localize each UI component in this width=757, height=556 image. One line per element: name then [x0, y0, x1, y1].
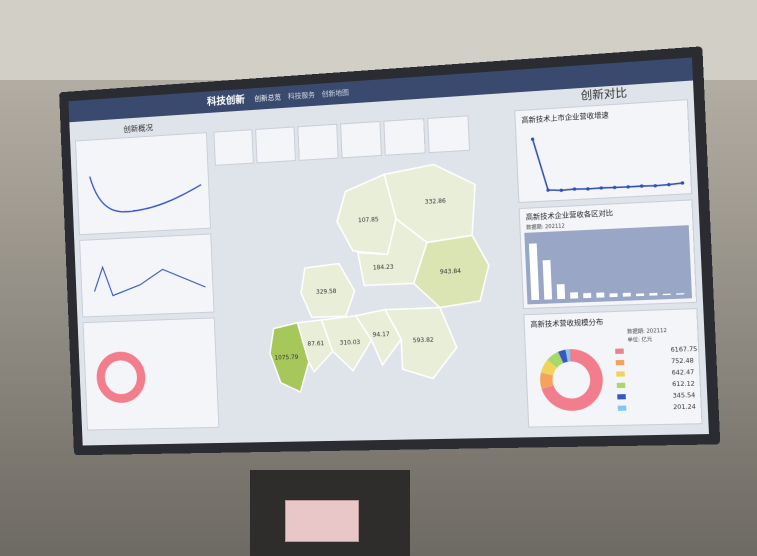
period: 数据期: 202112 [627, 327, 667, 336]
map-region [355, 309, 402, 365]
monitor: 科技创新 创新总览 科技服务 创新地图 创新概况 创新对比 332.86 107.… [59, 46, 721, 456]
period: 数据期: 202112 [526, 222, 565, 231]
chart-title: 高新技术营收规模分布 [530, 317, 603, 329]
region-value: 310.03 [340, 340, 361, 347]
map-region [269, 322, 310, 392]
unit: 单位: 亿元 [627, 336, 652, 344]
screen: 科技创新 创新总览 科技服务 创新地图 创新概况 创新对比 332.86 107.… [68, 57, 709, 446]
nameplate [285, 500, 359, 542]
region-value: 87.61 [307, 341, 324, 348]
left-panels [76, 133, 219, 430]
region-value: 329.58 [316, 289, 337, 296]
map-region [412, 235, 491, 309]
tab[interactable]: 科技服务 [288, 90, 316, 101]
legend-swatch [616, 382, 626, 389]
chart-bg [524, 225, 693, 305]
legend-value: 752.48 [671, 358, 694, 365]
legend-swatch [616, 371, 625, 377]
bar [583, 292, 592, 299]
region-value: 184.23 [373, 265, 394, 272]
region-value: 107.85 [358, 217, 379, 224]
map-region [335, 174, 398, 257]
right-title: 创新对比 [580, 86, 627, 103]
map-region [384, 162, 478, 244]
tab[interactable]: 创新地图 [322, 87, 350, 98]
region-value: 1075.79 [274, 355, 298, 362]
region-value: 943.84 [440, 269, 462, 276]
legend-swatch [617, 394, 626, 400]
legend-value: 345.54 [673, 393, 696, 400]
left-title: 创新概况 [123, 122, 153, 134]
brand: 科技创新 [207, 93, 246, 109]
kpi-row [214, 116, 470, 165]
bar [636, 293, 645, 297]
legend-swatch [617, 405, 627, 411]
region-value: 94.17 [373, 332, 391, 339]
legend-value: 612.12 [672, 381, 695, 388]
legend-value: 6167.75 [671, 347, 698, 354]
tab[interactable]: 创新总览 [254, 92, 281, 103]
bar [649, 292, 658, 296]
map-region [322, 315, 373, 371]
bar [556, 284, 566, 300]
legend-swatch [615, 359, 625, 366]
map-region [385, 307, 458, 380]
bar [596, 292, 605, 298]
bar [570, 292, 579, 299]
map-region [297, 320, 333, 373]
header-bar [68, 57, 694, 123]
map: 332.86 107.85 184.23 943.84 329.58 1075.79 87.… [262, 162, 494, 393]
map-region [357, 217, 429, 285]
map-region [300, 263, 356, 318]
legend-value: 642.47 [672, 370, 695, 377]
bar [622, 292, 631, 297]
legend-swatch [615, 348, 624, 354]
chart-title: 高新技术企业营收各区对比 [525, 208, 613, 222]
bar [609, 293, 618, 298]
legend-value: 201.24 [673, 404, 696, 411]
region-value: 593.82 [413, 338, 435, 345]
region-value: 332.86 [425, 199, 447, 206]
